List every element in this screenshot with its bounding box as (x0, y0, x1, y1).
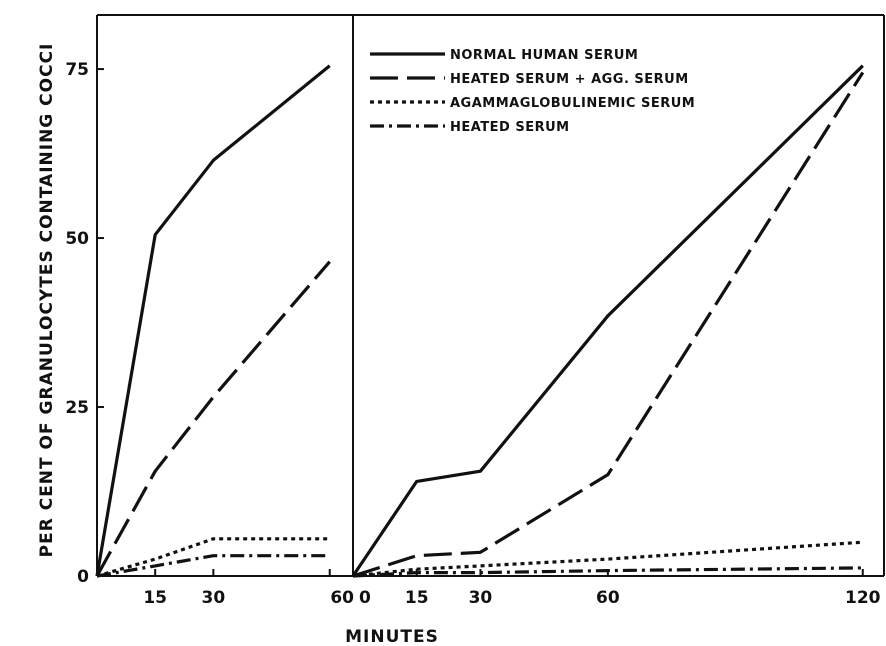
y-tick-label: 0 (77, 567, 89, 587)
x-tick-label: 30 (469, 588, 493, 608)
x-tick-label: 60 (330, 588, 354, 608)
legend-label: HEATED SERUM + AGG. SERUM (450, 72, 689, 87)
x-tick-label: 120 (845, 588, 881, 608)
legend-label: HEATED SERUM (450, 120, 570, 135)
x-tick-label: 15 (143, 588, 167, 608)
series-line-panel1-2 (95, 260, 331, 577)
y-tick-label: 25 (65, 398, 89, 418)
series-line-panel1-4 (96, 554, 330, 578)
legend: NORMAL HUMAN SERUM HEATED SERUM + AGG. SE… (370, 48, 695, 135)
x-tick-label: 60 (596, 588, 620, 608)
series-line-panel1-1 (95, 64, 331, 577)
y-tick-label: 75 (65, 60, 89, 80)
legend-label: NORMAL HUMAN SERUM (450, 48, 638, 63)
x-tick-label: 15 (405, 588, 429, 608)
legend-label: AGAMMAGLOBULINEMIC SERUM (450, 96, 695, 111)
y-axis-title: PER CENT OF GRANULOCYTES CONTAINING COCC… (37, 43, 57, 558)
x-tick-label: 0 (359, 588, 371, 608)
y-axis: 0 25 50 75 (65, 60, 104, 587)
series-line-panel2-1 (351, 64, 864, 577)
x-axis: 15 30 60 0 15 30 60 120 (143, 569, 881, 608)
plot-frame (96, 14, 885, 577)
series-line-panel2-4 (352, 566, 863, 578)
series-line-panel2-2 (352, 71, 865, 578)
series-line-panel1-3 (96, 537, 330, 578)
series-lines (95, 64, 865, 578)
x-axis-title: MINUTES (345, 627, 439, 646)
series-line-panel2-3 (352, 540, 863, 578)
y-tick-label: 50 (65, 229, 89, 249)
x-tick-label: 30 (202, 588, 226, 608)
